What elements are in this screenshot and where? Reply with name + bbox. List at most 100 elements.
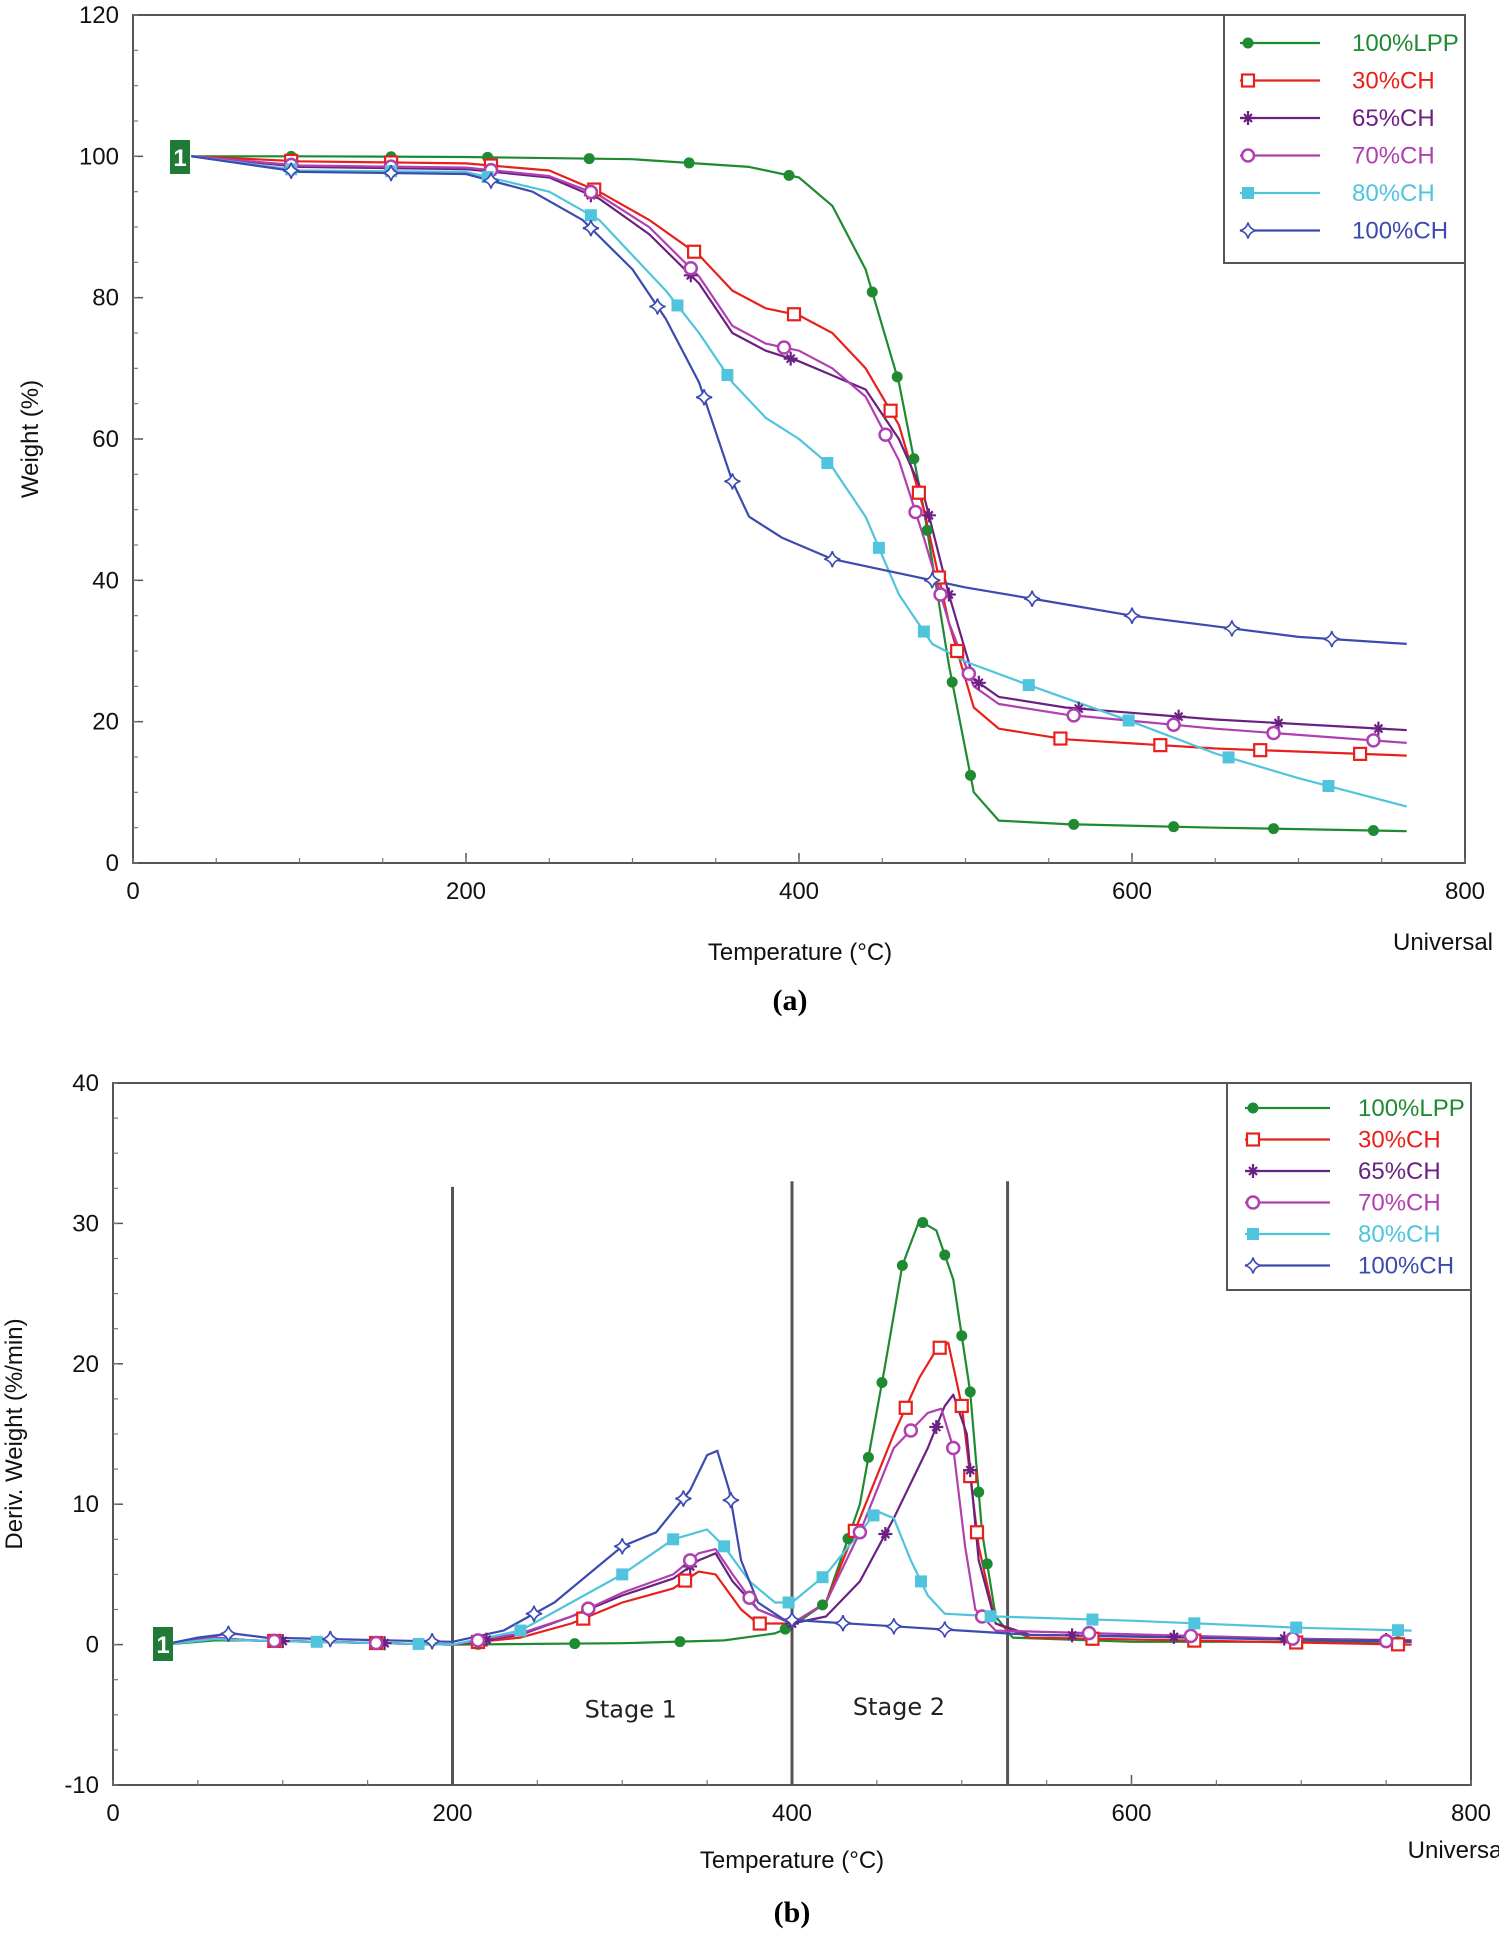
data-point-65pct-ch bbox=[963, 1463, 978, 1478]
data-point-30pct-ch bbox=[911, 485, 926, 500]
legend-item-100pct-ch: 100%CH bbox=[1244, 1253, 1454, 1280]
chart-a: 0 200 400 600 800 0 20 40 60 80 100 120 1 Weight (%… bbox=[17, 2, 1493, 1017]
data-point-80pct-ch bbox=[1222, 751, 1235, 764]
data-point-65pct-ch bbox=[1271, 716, 1286, 731]
data-point-80pct-ch bbox=[671, 299, 684, 312]
data-point-100pct-lpp bbox=[939, 1249, 951, 1261]
chart-a-markers bbox=[282, 150, 1386, 837]
legend-item-30pct-ch: 30%CH bbox=[1240, 68, 1435, 95]
legend-marker-100pct-lpp bbox=[1247, 1102, 1259, 1114]
legend-item-65pct-ch: 65%CH bbox=[1245, 1158, 1441, 1185]
data-point-70pct-ch bbox=[946, 1440, 961, 1456]
caption-a: (a) bbox=[773, 984, 808, 1017]
data-point-100pct-lpp bbox=[908, 453, 920, 465]
data-point-70pct-ch bbox=[903, 1423, 919, 1438]
data-point-70pct-ch bbox=[742, 1590, 757, 1606]
data-point-65pct-ch bbox=[479, 1632, 494, 1647]
chart-b-xlabel: Temperature (°C) bbox=[700, 1847, 884, 1874]
data-point-100pct-lpp bbox=[964, 1386, 976, 1398]
y-tick-label: 40 bbox=[72, 1070, 99, 1097]
y-tick-label: 20 bbox=[92, 709, 119, 736]
data-point-80pct-ch bbox=[1022, 679, 1035, 692]
data-point-80pct-ch bbox=[1392, 1624, 1405, 1637]
legend-marker-65pct-ch bbox=[1241, 111, 1255, 125]
x-tick-label: 400 bbox=[772, 1800, 812, 1827]
data-point-100pct-lpp bbox=[973, 1486, 985, 1498]
data-point-80pct-ch bbox=[718, 1540, 731, 1553]
chart-b-ticks: 0 200 400 600 800 -10 0 10 20 30 40 bbox=[64, 1070, 1491, 1827]
data-point-70pct-ch bbox=[1366, 733, 1381, 748]
legend-label: 65%CH bbox=[1358, 1158, 1441, 1185]
legend-item-30pct-ch: 30%CH bbox=[1245, 1127, 1441, 1154]
legend-label: 65%CH bbox=[1352, 105, 1435, 132]
data-point-80pct-ch bbox=[984, 1610, 997, 1623]
data-point-100pct-lpp bbox=[683, 157, 695, 169]
data-point-80pct-ch bbox=[1122, 714, 1135, 727]
chart-b-legend: 100%LPP 30%CH 65%CH 70%CH 80%CH 100%CH bbox=[1226, 1082, 1472, 1291]
data-point-30pct-ch bbox=[1153, 738, 1168, 753]
data-point-70pct-ch bbox=[1266, 725, 1281, 741]
data-point-80pct-ch bbox=[584, 209, 597, 222]
x-tick-label: 600 bbox=[1112, 878, 1152, 905]
data-point-100pct-lpp bbox=[674, 1636, 686, 1648]
data-point-30pct-ch bbox=[898, 1400, 913, 1415]
legend-item-65pct-ch: 65%CH bbox=[1240, 105, 1435, 132]
data-point-70pct-ch bbox=[908, 504, 923, 520]
y-tick-label: 0 bbox=[106, 850, 119, 877]
y-tick-label: 10 bbox=[72, 1491, 99, 1518]
data-point-100pct-lpp bbox=[866, 286, 878, 298]
data-point-65pct-ch bbox=[377, 1636, 392, 1651]
legend-marker-30pct-ch bbox=[1245, 1132, 1261, 1147]
y-tick-label: 20 bbox=[72, 1351, 99, 1378]
data-point-100pct-ch bbox=[582, 219, 600, 237]
data-point-30pct-ch bbox=[969, 1525, 985, 1540]
data-point-80pct-ch bbox=[616, 1568, 629, 1581]
data-point-100pct-ch bbox=[423, 1633, 441, 1650]
data-point-65pct-ch bbox=[783, 351, 798, 366]
data-point-65pct-ch bbox=[1171, 709, 1186, 724]
data-point-80pct-ch bbox=[782, 1596, 795, 1609]
data-point-65pct-ch bbox=[929, 1419, 944, 1434]
data-point-65pct-ch bbox=[1371, 721, 1386, 736]
data-point-100pct-lpp bbox=[981, 1558, 993, 1570]
data-point-100pct-lpp bbox=[1268, 823, 1280, 835]
data-point-80pct-ch bbox=[915, 1575, 928, 1588]
legend-item-80pct-ch: 80%CH bbox=[1240, 180, 1435, 207]
data-point-70pct-ch bbox=[776, 340, 792, 355]
legend-label: 100%CH bbox=[1352, 218, 1448, 245]
data-point-80pct-ch bbox=[1290, 1621, 1303, 1634]
chart-b-stage-dividers bbox=[451, 1181, 1010, 1785]
chart-a-start-marker: 1 bbox=[170, 140, 190, 174]
data-point-70pct-ch bbox=[1285, 1631, 1301, 1646]
legend-label: 80%CH bbox=[1352, 180, 1435, 207]
x-tick-label: 800 bbox=[1445, 878, 1485, 905]
data-point-65pct-ch bbox=[941, 587, 956, 602]
series-line-30pct-ch bbox=[191, 155, 1407, 757]
data-point-100pct-lpp bbox=[891, 371, 903, 383]
data-point-100pct-ch bbox=[936, 1621, 953, 1638]
data-point-70pct-ch bbox=[852, 1525, 868, 1540]
data-point-65pct-ch bbox=[921, 508, 936, 523]
stage-annotation: Stage 1 bbox=[585, 1696, 677, 1724]
data-point-100pct-ch bbox=[525, 1605, 543, 1622]
data-point-100pct-lpp bbox=[1068, 818, 1080, 830]
chart-a-xlabel: Temperature (°C) bbox=[708, 939, 892, 966]
x-tick-label: 800 bbox=[1451, 1800, 1491, 1827]
data-point-80pct-ch bbox=[667, 1533, 680, 1546]
data-point-100pct-lpp bbox=[917, 1217, 929, 1229]
legend-marker-80pct-ch bbox=[1242, 187, 1254, 199]
data-point-100pct-lpp bbox=[896, 1260, 908, 1272]
data-point-100pct-ch bbox=[675, 1490, 692, 1507]
data-point-30pct-ch bbox=[932, 1340, 947, 1355]
legend-label: 30%CH bbox=[1358, 1127, 1441, 1154]
data-point-80pct-ch bbox=[514, 1624, 527, 1637]
legend-item-70pct-ch: 70%CH bbox=[1240, 143, 1435, 170]
x-tick-label: 0 bbox=[106, 1800, 119, 1827]
x-tick-label: 200 bbox=[432, 1800, 472, 1827]
legend-label: 70%CH bbox=[1358, 1190, 1441, 1217]
chart-a-ticks: 0 200 400 600 800 0 20 40 60 80 100 120 bbox=[79, 2, 1485, 905]
data-point-100pct-lpp bbox=[583, 153, 595, 165]
data-point-70pct-ch bbox=[267, 1633, 282, 1649]
legend-item-100pct-ch: 100%CH bbox=[1239, 218, 1448, 245]
chart-b-annotations: Stage 1 Stage 2 bbox=[585, 1693, 945, 1724]
